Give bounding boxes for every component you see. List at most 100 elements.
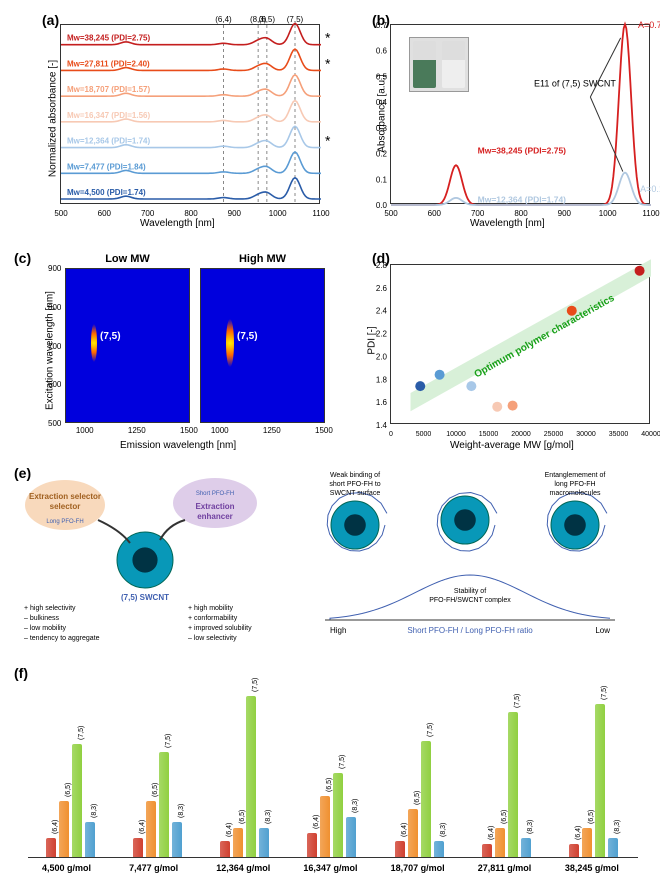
bar-value-label: (7,5) xyxy=(78,726,85,740)
bar-value-label: (6,5) xyxy=(239,810,246,824)
bar xyxy=(146,801,156,857)
svg-text:700: 700 xyxy=(471,209,485,218)
heatmap-low-title: Low MW xyxy=(66,253,189,265)
bar xyxy=(159,752,169,857)
bar xyxy=(246,696,256,857)
bar-value-label: (6,4) xyxy=(401,823,408,837)
bar xyxy=(495,828,505,857)
svg-text:A=0.126: A=0.126 xyxy=(640,184,660,194)
bar-value-label: (7,5) xyxy=(601,686,608,700)
svg-text:0.0: 0.0 xyxy=(376,201,388,210)
svg-text:– tendency to aggregate: – tendency to aggregate xyxy=(24,635,100,642)
bar-value-label: (8,3) xyxy=(352,798,359,812)
svg-text:35000: 35000 xyxy=(609,431,629,438)
bar-value-label: (7,5) xyxy=(514,694,521,708)
bar xyxy=(307,833,317,857)
bar xyxy=(569,844,579,857)
bar xyxy=(220,841,230,857)
bar-value-label: (6,5) xyxy=(501,810,508,824)
svg-text:SWCNT surface: SWCNT surface xyxy=(330,490,381,497)
bar-value-label: (8,3) xyxy=(614,819,621,833)
bar xyxy=(85,822,95,857)
svg-text:*: * xyxy=(325,55,331,71)
bar xyxy=(508,712,518,857)
bar xyxy=(346,817,356,857)
bar-value-label: (6,4) xyxy=(488,826,495,840)
svg-text:900: 900 xyxy=(558,209,572,218)
svg-text:Mw=27,811 (PDI=2.40): Mw=27,811 (PDI=2.40) xyxy=(67,59,150,68)
svg-text:5000: 5000 xyxy=(416,431,432,438)
panel-c-xlabel: Emission wavelength [nm] xyxy=(120,440,236,451)
svg-text:Extraction selector: Extraction selector xyxy=(29,492,101,501)
bar xyxy=(172,822,182,857)
svg-text:1000: 1000 xyxy=(269,209,287,218)
svg-text:600: 600 xyxy=(98,209,112,218)
svg-text:Mw=12,364 (PDI=1.74): Mw=12,364 (PDI=1.74) xyxy=(478,194,567,204)
svg-text:Mw=7,477 (PDI=1.84): Mw=7,477 (PDI=1.84) xyxy=(67,162,146,171)
bar-value-label: (6,4) xyxy=(226,823,233,837)
svg-text:PFO-FH/SWCNT complex: PFO-FH/SWCNT complex xyxy=(429,597,511,604)
bar-value-label: (6,5) xyxy=(588,810,595,824)
panel-b-ylabel: Absorbance [a.u.] xyxy=(377,54,388,174)
bar xyxy=(408,809,418,857)
bar-value-label: (6,5) xyxy=(326,777,333,791)
svg-text:900: 900 xyxy=(228,209,242,218)
svg-text:E11 of (7,5) SWCNT: E11 of (7,5) SWCNT xyxy=(534,79,616,89)
svg-text:40000: 40000 xyxy=(641,431,660,438)
svg-text:Optimum polymer characteristic: Optimum polymer characteristics xyxy=(473,293,617,381)
bar-value-label: (8,3) xyxy=(527,819,534,833)
panel-f-chart: (6,4) (6,5) (7,5) (8,3) (6,4) (6,5) (7,5) (8,3)… xyxy=(28,683,638,858)
bar-value-label: (8,3) xyxy=(440,823,447,837)
svg-text:1100: 1100 xyxy=(642,209,660,218)
panel-b: (b) A=0.703A=0.126E11 of (7,5) SWCNTMw=3… xyxy=(340,8,660,238)
panel-a-ylabel: Normalized absorbance [-] xyxy=(48,44,59,194)
svg-text:0.7: 0.7 xyxy=(376,21,388,30)
panel-d-ylabel: PDI [-] xyxy=(367,326,378,354)
bar-value-label: (8,3) xyxy=(265,810,272,824)
svg-text:500: 500 xyxy=(384,209,398,218)
svg-text:800: 800 xyxy=(514,209,528,218)
bar-value-label: (6,4) xyxy=(313,814,320,828)
bar-value-label: (6,5) xyxy=(65,782,72,796)
group-label: 38,245 g/mol xyxy=(565,863,619,873)
svg-text:Low: Low xyxy=(595,626,610,635)
svg-text:*: * xyxy=(325,133,331,149)
svg-text:Mw=4,500 (PDI=1.74): Mw=4,500 (PDI=1.74) xyxy=(67,188,146,197)
bar xyxy=(434,841,444,857)
svg-text:800: 800 xyxy=(184,209,198,218)
bar xyxy=(46,838,56,857)
svg-text:A=0.703: A=0.703 xyxy=(638,20,660,30)
svg-text:30000: 30000 xyxy=(576,431,596,438)
svg-text:+ conformability: + conformability xyxy=(188,615,238,622)
panel-c-ylabel: Excitation wavelength [nm] xyxy=(45,271,56,431)
svg-text:High: High xyxy=(330,626,346,635)
panel-d-xlabel: Weight-average MW [g/mol] xyxy=(450,440,574,451)
group-label: 12,364 g/mol xyxy=(216,863,270,873)
svg-text:Stability of: Stability of xyxy=(454,588,486,595)
bar xyxy=(259,828,269,857)
panel-b-xlabel: Wavelength [nm] xyxy=(470,218,545,229)
svg-text:20000: 20000 xyxy=(511,431,531,438)
svg-text:500: 500 xyxy=(54,209,68,218)
svg-text:1000: 1000 xyxy=(599,209,617,218)
svg-text:15000: 15000 xyxy=(479,431,499,438)
svg-text:0: 0 xyxy=(389,431,393,438)
bar xyxy=(59,801,69,857)
heatmap-low: Low MW (7,5) xyxy=(65,268,190,423)
panel-b-axes: A=0.703A=0.126E11 of (7,5) SWCNTMw=38,24… xyxy=(390,24,650,204)
heatmap-high-title: High MW xyxy=(201,253,324,265)
group-label: 16,347 g/mol xyxy=(303,863,357,873)
bar xyxy=(395,841,405,857)
bar xyxy=(72,744,82,857)
panel-d: (d) Optimum polymer characteristics05000… xyxy=(340,250,660,455)
bar xyxy=(333,773,343,857)
bar-value-label: (6,5) xyxy=(414,790,421,804)
vial-inset xyxy=(409,37,469,92)
svg-text:– low selectivity: – low selectivity xyxy=(188,635,237,642)
group-label: 4,500 g/mol xyxy=(42,863,91,873)
svg-text:+ improved solubility: + improved solubility xyxy=(188,625,252,632)
spot-low xyxy=(91,324,97,362)
panel-e-label: (e) xyxy=(14,465,31,481)
svg-text:Weak binding of: Weak binding of xyxy=(330,472,380,479)
panel-a-svg: (6,4)(8,3)(6,5)(7,5)Mw=38,245 (PDI=2.75)… xyxy=(61,25,321,205)
